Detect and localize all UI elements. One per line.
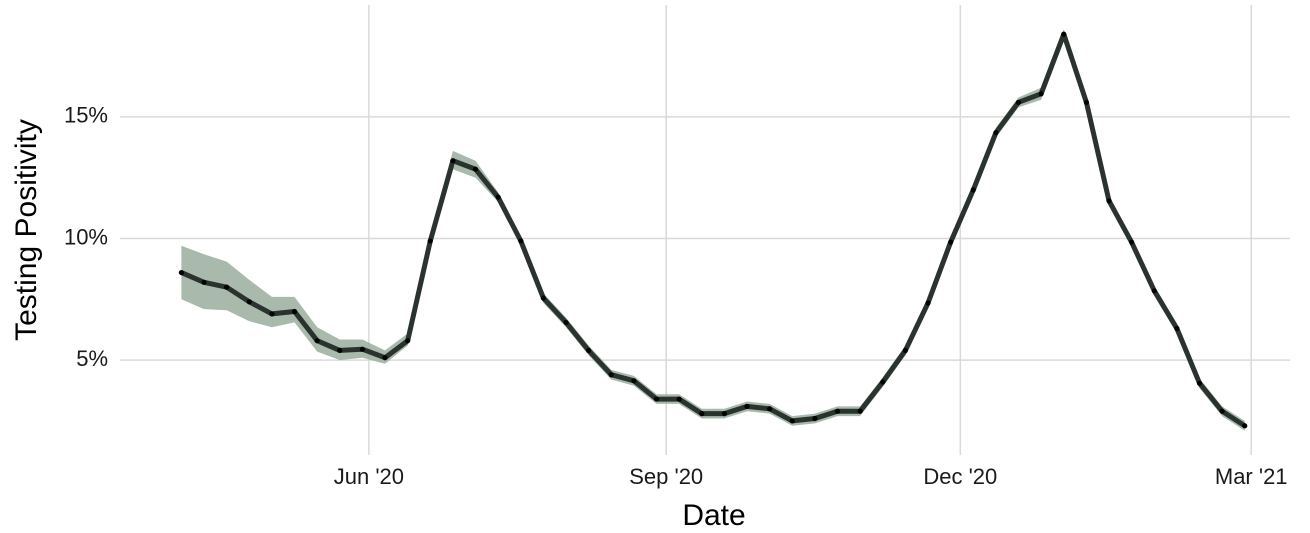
point: [1015, 99, 1022, 105]
point: [970, 187, 976, 193]
point: [653, 396, 660, 402]
point: [586, 347, 592, 354]
point: [789, 418, 795, 424]
point: [1174, 325, 1180, 332]
point: [1061, 31, 1067, 37]
point: [608, 372, 614, 378]
point: [925, 300, 931, 306]
point: [834, 408, 841, 414]
point: [1083, 99, 1089, 105]
point: [721, 411, 727, 417]
point: [269, 311, 275, 317]
point: [1038, 91, 1044, 97]
point: [744, 403, 750, 409]
line: [180, 31, 1247, 428]
x-axis-title: Date: [682, 499, 745, 532]
point: [359, 346, 366, 352]
y-tick-label: 15%: [64, 103, 108, 128]
point: [767, 406, 773, 412]
point: [1129, 239, 1135, 245]
point: [427, 238, 433, 244]
point: [337, 347, 343, 354]
point: [201, 279, 207, 285]
y-tick-label: 10%: [64, 224, 108, 249]
marks: [178, 29, 1248, 431]
x-tick-label: Mar '21: [1215, 464, 1288, 489]
point: [699, 411, 705, 417]
point: [1242, 423, 1248, 429]
point: [948, 239, 954, 245]
point: [246, 299, 252, 305]
point: [1219, 408, 1225, 414]
point: [1196, 380, 1203, 386]
point: [450, 158, 456, 164]
point: [631, 378, 637, 384]
point: [178, 269, 185, 276]
point: [1106, 198, 1112, 204]
point: [518, 238, 524, 244]
point: [314, 338, 320, 344]
point: [540, 295, 546, 301]
point: [902, 347, 908, 354]
confidence-band: [181, 29, 1245, 431]
point: [495, 194, 501, 200]
point: [857, 408, 863, 414]
point: [676, 396, 682, 402]
y-tick-label: 5%: [76, 346, 108, 371]
point: [472, 166, 479, 172]
point: [563, 319, 569, 326]
point: [291, 308, 298, 315]
point: [880, 379, 886, 385]
point: [224, 284, 230, 290]
x-tick-label: Jun '20: [334, 464, 404, 489]
x-tick-label: Sep '20: [629, 464, 703, 489]
point: [382, 355, 388, 361]
point: [405, 338, 411, 344]
point: [993, 130, 999, 136]
y-axis-title: Testing Positivity: [10, 119, 43, 341]
grid: [120, 5, 1290, 455]
point: [812, 415, 818, 422]
x-tick-label: Dec '20: [923, 464, 997, 489]
point: [1151, 288, 1157, 294]
